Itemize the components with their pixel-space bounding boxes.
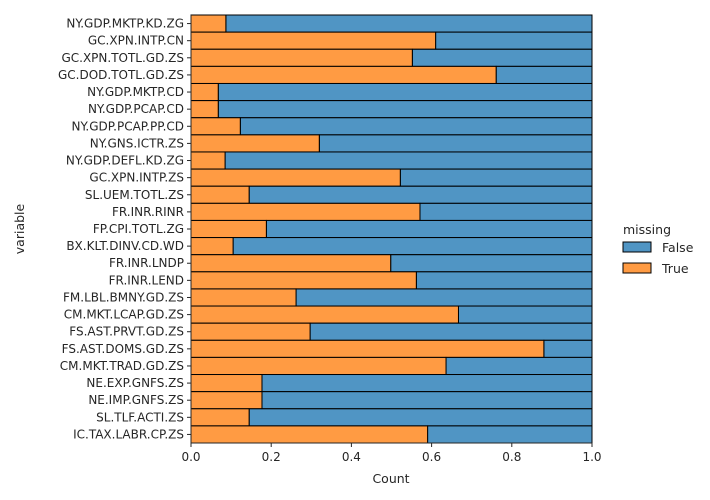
- bar-true-23: [190, 408, 250, 427]
- bar-true-0: [190, 14, 227, 33]
- bar-false-20: [445, 356, 593, 376]
- bar-true-4: [190, 82, 219, 102]
- bar-true-5: [190, 100, 219, 119]
- y-tick-label: FP.CPI.TOTL.ZG: [93, 222, 184, 236]
- y-tick-label: FS.AST.PRVT.GD.ZS: [69, 325, 184, 339]
- bar-false-7: [318, 134, 593, 153]
- bar-false-5: [217, 100, 593, 119]
- bar-true-21: [190, 374, 263, 393]
- y-tick-label: FS.AST.DOMS.GD.ZS: [62, 342, 184, 356]
- y-tick-label: SL.UEM.TOTL.ZS: [85, 188, 184, 202]
- bar-true-2: [190, 48, 413, 67]
- x-axis-title: Count: [372, 471, 409, 486]
- y-tick-label: FR.INR.LEND: [109, 273, 184, 287]
- y-tick-label: CM.MKT.LCAP.GD.ZS: [64, 308, 184, 322]
- bar-true-8: [190, 151, 226, 170]
- x-tick-label: 0.8: [502, 450, 521, 464]
- bar-true-14: [190, 254, 392, 273]
- y-axis: NY.GDP.MKTP.KD.ZG GC.XPN.INTP.CN GC.XPN.TO…: [58, 15, 192, 443]
- bar-true-13: [190, 237, 234, 256]
- bar-false-9: [399, 168, 593, 187]
- y-tick-label: GC.XPN.INTP.ZS: [89, 171, 184, 185]
- bar-false-12: [265, 219, 593, 239]
- bar-false-11: [419, 202, 593, 221]
- bar-false-1: [435, 31, 593, 50]
- y-tick-label: GC.DOD.TOTL.GD.ZS: [58, 68, 184, 82]
- bar-false-18: [309, 322, 593, 341]
- y-tick-label: NY.GDP.MKTP.KD.ZG: [66, 17, 184, 31]
- bar-true-15: [190, 271, 417, 290]
- bar-true-18: [190, 322, 311, 341]
- legend-label-false: False: [662, 240, 694, 255]
- bar-false-19: [543, 339, 593, 358]
- bar-true-22: [190, 391, 263, 410]
- y-tick-label: NE.IMP.GNFS.ZS: [88, 393, 184, 407]
- bar-true-6: [190, 117, 241, 136]
- bar-false-10: [248, 185, 593, 204]
- bar-false-3: [495, 65, 593, 84]
- bars-layer: [190, 14, 593, 444]
- y-tick-label: NY.GDP.PCAP.PP.CD: [72, 119, 184, 133]
- bar-false-14: [390, 254, 593, 273]
- y-tick-label: FR.INR.RINR: [112, 205, 184, 219]
- y-tick-label: FR.INR.LNDP: [109, 256, 184, 270]
- bar-true-19: [190, 339, 545, 358]
- bar-true-12: [190, 219, 267, 239]
- bar-false-16: [295, 288, 593, 307]
- x-tick-label: 0.0: [181, 450, 200, 464]
- y-tick-label: NY.GDP.PCAP.CD: [88, 102, 184, 116]
- bar-true-9: [190, 168, 401, 187]
- bar-true-10: [190, 185, 250, 204]
- legend-label-true: True: [661, 261, 689, 276]
- y-tick-label: NY.GDP.MKTP.CD: [87, 85, 184, 99]
- y-axis-title: variable: [12, 203, 27, 254]
- y-tick-label: GC.XPN.INTP.CN: [88, 34, 184, 48]
- bar-false-21: [261, 374, 593, 393]
- bar-true-11: [190, 202, 421, 221]
- x-tick-label: 0.6: [422, 450, 441, 464]
- bar-false-15: [415, 271, 593, 290]
- y-tick-label: GC.XPN.TOTL.GD.ZS: [61, 51, 184, 65]
- bar-false-6: [239, 117, 593, 136]
- bar-false-24: [427, 425, 593, 444]
- x-tick-label: 0.2: [262, 450, 281, 464]
- y-tick-label: IC.TAX.LABR.CP.ZS: [73, 427, 184, 441]
- legend: missing False True: [622, 222, 694, 276]
- legend-swatch-true: [622, 262, 652, 274]
- bar-true-17: [190, 305, 459, 324]
- bar-false-0: [225, 14, 593, 33]
- bar-true-16: [190, 288, 297, 307]
- y-tick-label: NY.GNS.ICTR.ZS: [90, 136, 184, 150]
- legend-title: missing: [623, 222, 671, 237]
- bar-false-22: [261, 391, 593, 410]
- bar-true-24: [190, 425, 429, 444]
- x-tick-label: 1.0: [582, 450, 601, 464]
- bar-true-1: [190, 31, 437, 50]
- y-tick-label: CM.MKT.TRAD.GD.ZS: [60, 359, 184, 373]
- y-tick-label: BX.KLT.DINV.CD.WD: [66, 239, 184, 253]
- bar-false-23: [248, 408, 593, 427]
- y-tick-label: NY.GDP.DEFL.KD.ZG: [66, 154, 184, 168]
- x-axis: 0.0 0.2 0.4 0.6 0.8 1.0: [181, 442, 602, 464]
- x-tick-label: 0.4: [342, 450, 361, 464]
- bar-false-13: [232, 237, 593, 256]
- bar-false-4: [217, 82, 593, 102]
- y-tick-label: NE.EXP.GNFS.ZS: [86, 376, 184, 390]
- bar-true-3: [190, 65, 497, 84]
- bar-false-2: [411, 48, 593, 67]
- y-tick-label: FM.LBL.BMNY.GD.ZS: [63, 290, 184, 304]
- bar-true-20: [190, 356, 447, 376]
- bar-false-17: [457, 305, 593, 324]
- bar-true-7: [190, 134, 320, 153]
- y-tick-label: SL.TLF.ACTI.ZS: [96, 410, 184, 424]
- bar-false-8: [224, 151, 593, 170]
- legend-swatch-false: [622, 241, 652, 253]
